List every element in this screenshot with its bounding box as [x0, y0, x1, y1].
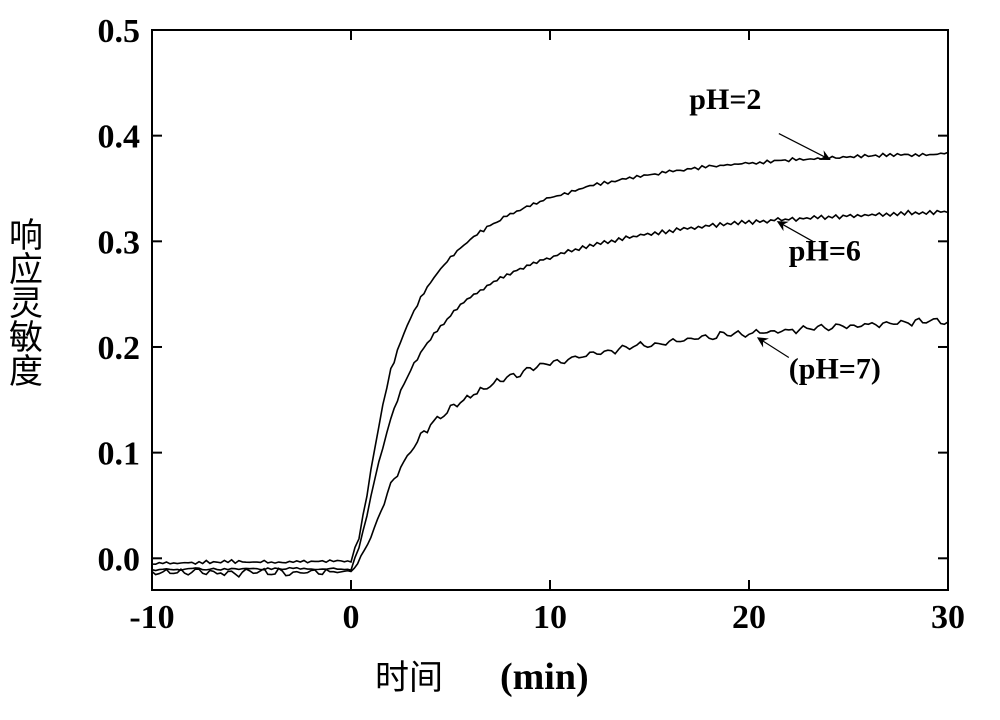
y-tick-label: 0.2 [98, 330, 141, 367]
x-tick-label: 0 [343, 599, 360, 636]
y-tick-label: 0.1 [98, 436, 141, 473]
x-tick-label: -10 [129, 599, 174, 636]
y-tick-label: 0.0 [98, 541, 141, 578]
series-label-pH=2: pH=2 [689, 83, 761, 116]
series-label-pH=7: (pH=7) [789, 353, 881, 386]
y-tick-label: 0.4 [98, 119, 141, 156]
y-tick-label: 0.3 [98, 224, 141, 261]
plot-svg: -10 0 10 20 30 0.0 0.1 0.2 0.3 0.4 0.5 pH=2 pH=6 (pH… [0, 0, 1000, 720]
x-tick-label: 20 [732, 599, 766, 636]
x-tick-label: 10 [533, 599, 567, 636]
chart-stage: 响 应 灵 敏 度 时间 (min) -1001020300.00.10.20.… [0, 0, 1000, 720]
series-label-pH=6: pH=6 [789, 234, 861, 267]
x-tick-label: 30 [931, 599, 965, 636]
y-tick-label: 0.5 [98, 13, 141, 50]
plot-frame [152, 30, 948, 590]
